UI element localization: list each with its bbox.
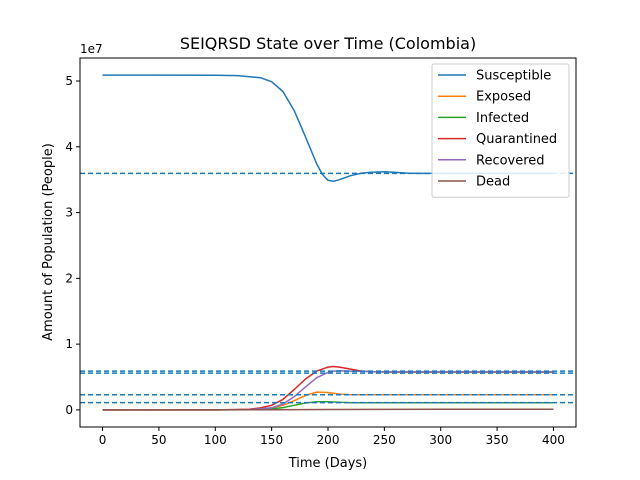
x-tick-label: 200 (317, 433, 340, 447)
x-tick-label: 400 (542, 433, 565, 447)
legend-label-recovered: Recovered (476, 153, 545, 168)
legend-frame (431, 63, 570, 198)
x-tick-label: 150 (260, 433, 283, 447)
x-tick-label: 300 (429, 433, 452, 447)
legend: Susceptible Exposed Infected Quarantined Rec… (431, 63, 570, 198)
x-tick-label: 350 (486, 433, 509, 447)
y-tick-label: 1 (65, 337, 73, 351)
y-tick-label: 0 (65, 403, 73, 417)
legend-label-quarantined: Quarantined (476, 132, 557, 147)
x-tick-label: 0 (99, 433, 107, 447)
y-tick-label: 4 (65, 140, 73, 154)
plot-area: 0 50 100 150 200 250 300 350 400 0 1 2 3 4 5 (65, 74, 576, 447)
axes-frame (79, 57, 577, 428)
y-tick-label: 5 (65, 74, 73, 88)
x-tick-label: 100 (204, 433, 227, 447)
chart-title: SEIQRSD State over Time (Colombia) (180, 34, 476, 53)
legend-label-susceptible: Susceptible (476, 69, 551, 84)
x-tick-label: 250 (373, 433, 396, 447)
legend-label-dead: Dead (476, 175, 510, 190)
y-tick-label: 3 (65, 206, 73, 220)
x-tick-label: 50 (151, 433, 166, 447)
y-offset-label: 1e7 (80, 42, 103, 56)
legend-label-exposed: Exposed (476, 90, 531, 105)
y-tick-label: 2 (65, 271, 73, 285)
legend-label-infected: Infected (476, 111, 529, 126)
series-line-dead (102, 408, 554, 411)
x-axis-label: Time (Days) (288, 456, 368, 471)
y-axis-label: Amount of Population (People) (41, 143, 56, 341)
